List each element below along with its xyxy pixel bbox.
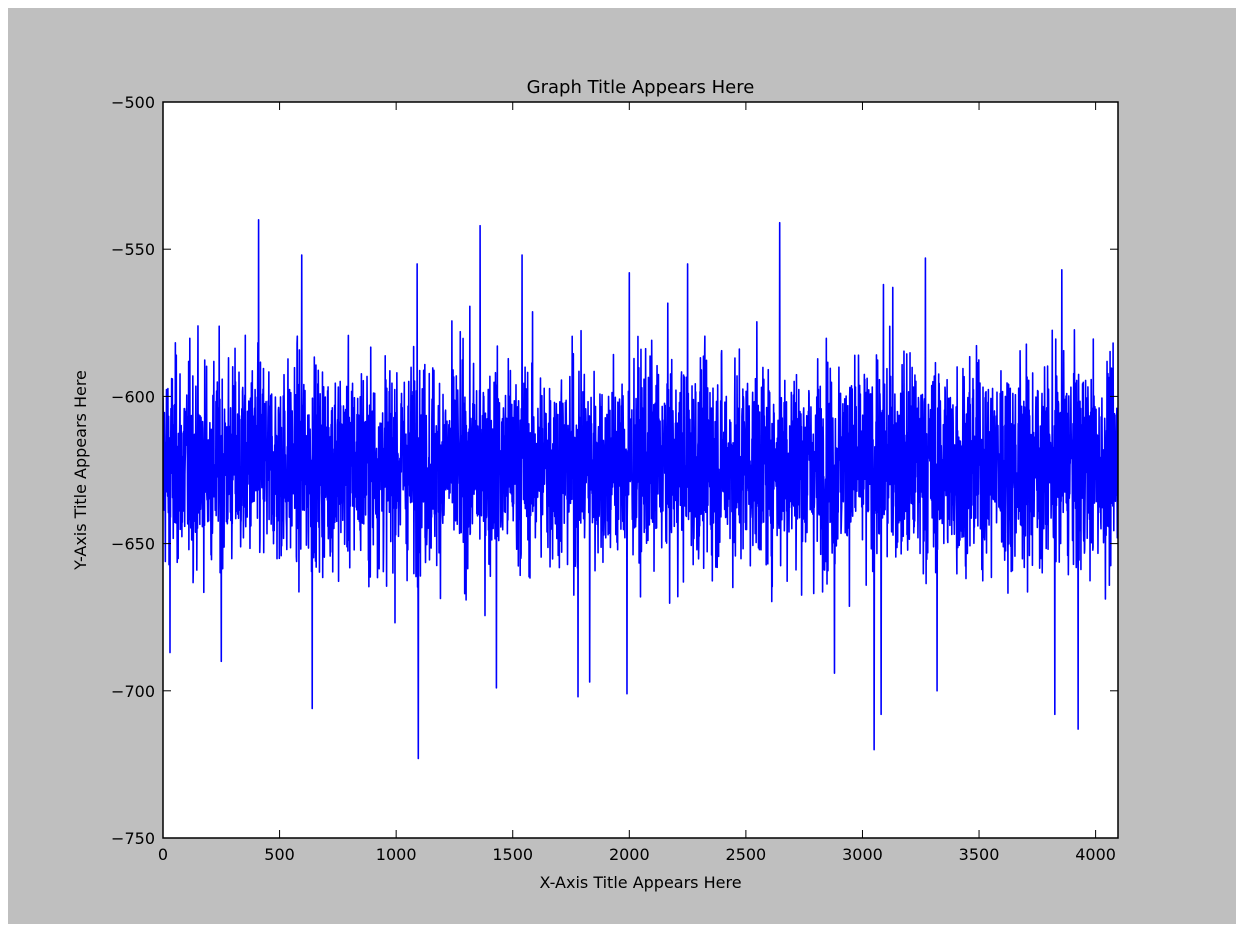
x-tick-label: 3500	[959, 845, 1000, 864]
y-tick-label: −700	[111, 682, 155, 701]
x-tick-label: 4000	[1075, 845, 1116, 864]
x-axis-title: X-Axis Title Appears Here	[539, 873, 741, 892]
x-tick-label: 2500	[726, 845, 767, 864]
y-tick-label: −550	[111, 240, 155, 259]
chart-title: Graph Title Appears Here	[527, 77, 755, 98]
x-tick-label: 0	[158, 845, 168, 864]
y-tick-label: −650	[111, 535, 155, 554]
y-axis-title: Y-Axis Title Appears Here	[71, 370, 90, 571]
series-layer	[163, 218, 1118, 760]
x-tick-label: 3000	[842, 845, 883, 864]
x-tick-label: 2000	[609, 845, 650, 864]
x-tick-label: 500	[264, 845, 295, 864]
x-tick-label: 1500	[492, 845, 533, 864]
y-tick-label: −750	[111, 829, 155, 848]
x-tick-label: 1000	[376, 845, 417, 864]
series-line	[163, 218, 1118, 760]
y-tick-label: −600	[111, 387, 155, 406]
plot-frame	[162, 101, 1119, 839]
ticks-layer: 0 500 1000 1500 2000 2500 3000 3500 4000 −750 −700…	[111, 93, 1118, 864]
y-tick-label: −500	[111, 93, 155, 112]
